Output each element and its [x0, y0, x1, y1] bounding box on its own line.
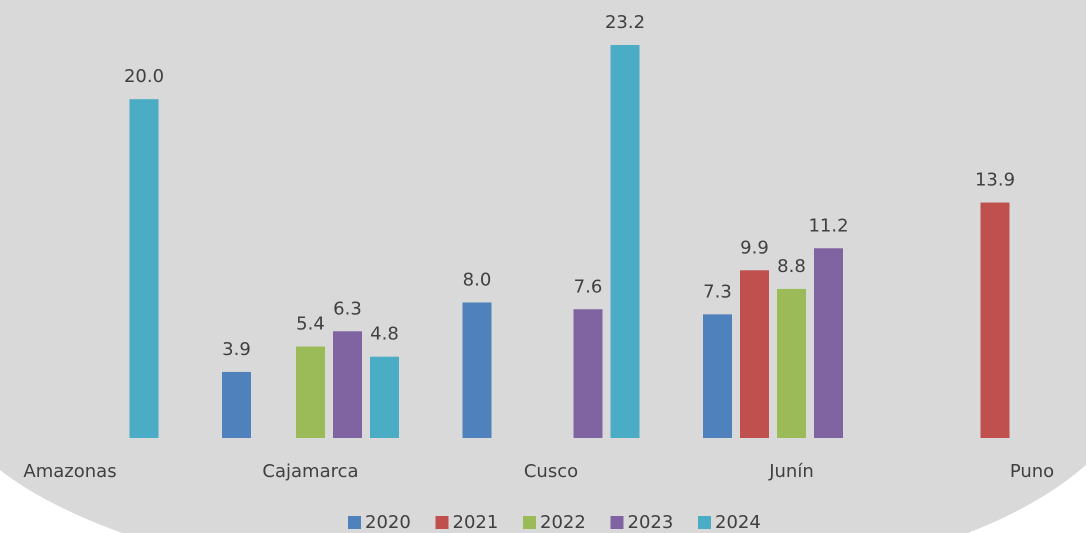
legend-label: 2022 — [540, 512, 586, 533]
data-label: 13.9 — [975, 170, 1015, 191]
data-label: 8.0 — [463, 269, 492, 290]
data-label: 11.2 — [808, 215, 848, 236]
x-tick-label: Amazonas — [23, 461, 116, 482]
legend-label: 2021 — [453, 512, 499, 533]
legend-swatch — [435, 516, 449, 529]
x-tick-label: Cusco — [524, 461, 578, 482]
bar — [814, 248, 843, 438]
bar — [980, 202, 1010, 438]
legend-swatch — [610, 516, 624, 529]
bar — [296, 346, 325, 438]
data-label: 20.0 — [124, 66, 164, 87]
bar — [129, 99, 159, 438]
data-label: 9.9 — [740, 237, 769, 258]
legend-swatch — [348, 516, 361, 529]
legend-swatch — [523, 516, 536, 529]
data-label: 8.8 — [777, 256, 806, 277]
x-tick-label: Puno — [1010, 461, 1054, 482]
data-label: 5.4 — [296, 314, 325, 335]
bar — [333, 331, 362, 438]
bar — [222, 371, 251, 438]
x-tick-label: Cajamarca — [262, 461, 358, 482]
data-label: 6.3 — [333, 298, 362, 319]
bar — [740, 270, 769, 438]
x-tick-label: Junín — [768, 461, 814, 482]
bar — [777, 288, 806, 438]
bar — [703, 314, 732, 438]
data-label: 7.6 — [574, 276, 603, 297]
data-label: 4.8 — [370, 324, 399, 345]
data-label: 23.2 — [605, 12, 645, 33]
legend-label: 2023 — [628, 512, 674, 533]
legend-swatch — [698, 516, 711, 529]
bar — [462, 302, 492, 438]
data-label: 3.9 — [222, 339, 251, 360]
bar — [573, 309, 603, 438]
legend-label: 2024 — [715, 512, 761, 533]
data-label: 7.3 — [703, 281, 732, 302]
bar — [370, 356, 399, 438]
legend-label: 2020 — [365, 512, 411, 533]
bar — [610, 45, 640, 438]
